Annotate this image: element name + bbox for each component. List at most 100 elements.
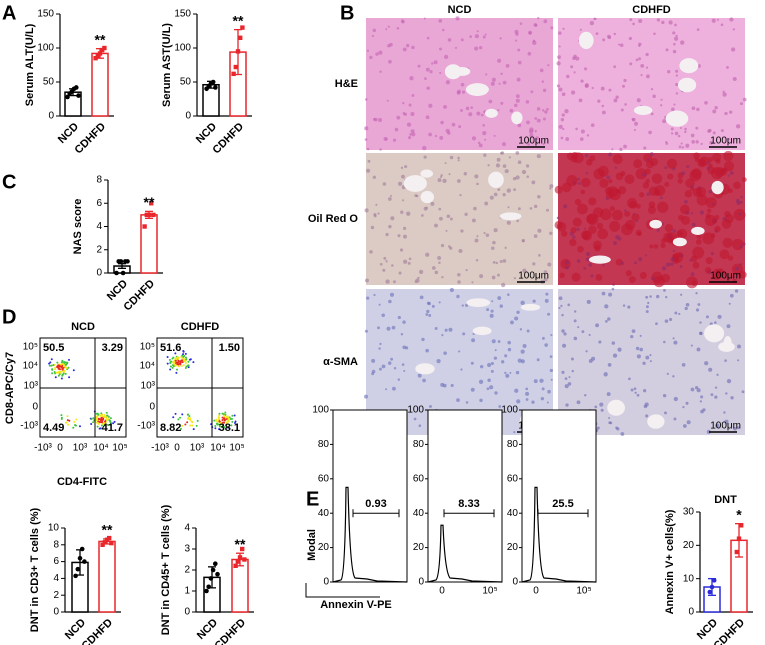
event: [189, 419, 192, 422]
texture: [691, 222, 696, 227]
texture: [425, 115, 430, 120]
texture: [413, 417, 417, 421]
texture: [576, 259, 581, 263]
texture: [505, 63, 510, 68]
y-tick-label: 0: [96, 268, 102, 279]
event: [96, 425, 99, 428]
event: [218, 412, 221, 415]
texture: [684, 130, 687, 134]
x-tick-label: 10⁴: [210, 443, 225, 454]
data-point: [73, 573, 78, 579]
event: [90, 423, 93, 426]
texture: [619, 147, 623, 152]
texture: [680, 142, 683, 145]
y-tick-label: 30: [683, 507, 695, 518]
texture: [599, 208, 612, 221]
texture: [649, 152, 654, 157]
texture: [717, 314, 722, 319]
event: [65, 367, 68, 370]
texture: [528, 31, 532, 35]
texture: [497, 296, 502, 300]
event: [220, 423, 223, 426]
texture: [529, 207, 533, 210]
event: [171, 366, 174, 369]
bar: [140, 214, 158, 274]
texture: [606, 392, 611, 397]
texture: [517, 160, 522, 165]
texture: [438, 301, 441, 304]
texture: [608, 36, 612, 40]
texture: [522, 240, 525, 243]
event: [171, 357, 174, 360]
texture: [660, 242, 666, 248]
texture: [366, 147, 370, 151]
event: [50, 364, 53, 367]
texture: [649, 360, 652, 363]
texture: [645, 52, 649, 57]
texture: [402, 320, 406, 324]
quadrant-value: 3.29: [102, 342, 123, 354]
texture: [666, 372, 669, 375]
texture: [512, 176, 517, 181]
texture: [558, 306, 561, 310]
texture: [373, 213, 377, 217]
texture: [405, 43, 410, 48]
vessel: [465, 83, 489, 96]
texture: [623, 144, 627, 149]
texture: [498, 405, 502, 408]
texture: [517, 48, 521, 52]
texture: [642, 182, 650, 189]
texture: [735, 266, 740, 271]
texture: [594, 17, 597, 20]
texture: [513, 276, 517, 280]
texture: [667, 70, 671, 74]
bar: [98, 540, 116, 613]
texture: [723, 150, 734, 162]
texture: [721, 219, 732, 229]
data-point: [242, 557, 247, 562]
texture: [623, 78, 627, 83]
texture: [542, 117, 546, 121]
texture: [699, 331, 703, 336]
data-point: [210, 567, 216, 573]
data-point: [240, 25, 245, 30]
texture: [506, 188, 511, 193]
texture: [650, 276, 655, 281]
texture: [570, 90, 576, 95]
texture: [474, 46, 479, 51]
texture: [686, 420, 691, 425]
event: [97, 413, 100, 416]
texture: [474, 238, 479, 243]
event: [218, 428, 221, 431]
texture: [648, 130, 652, 135]
vessel: [578, 31, 594, 50]
texture: [691, 280, 698, 286]
texture: [724, 419, 729, 424]
texture: [537, 17, 540, 20]
texture: [525, 391, 530, 396]
event: [172, 416, 175, 419]
texture: [690, 344, 693, 347]
texture: [546, 107, 549, 111]
data-point: [739, 523, 744, 528]
texture: [478, 143, 483, 148]
texture: [378, 367, 382, 371]
texture: [411, 94, 415, 97]
texture: [588, 225, 597, 234]
data-point: [233, 563, 238, 568]
texture: [737, 344, 741, 349]
texture: [517, 60, 522, 65]
event: [181, 354, 184, 357]
texture: [549, 187, 552, 190]
texture: [454, 46, 458, 49]
texture: [571, 272, 581, 282]
texture: [457, 280, 461, 284]
texture: [486, 308, 490, 312]
texture: [428, 132, 432, 137]
texture: [513, 188, 517, 192]
texture: [456, 398, 460, 402]
texture: [461, 90, 466, 94]
texture: [685, 401, 689, 405]
texture: [696, 28, 700, 31]
texture: [422, 145, 427, 151]
